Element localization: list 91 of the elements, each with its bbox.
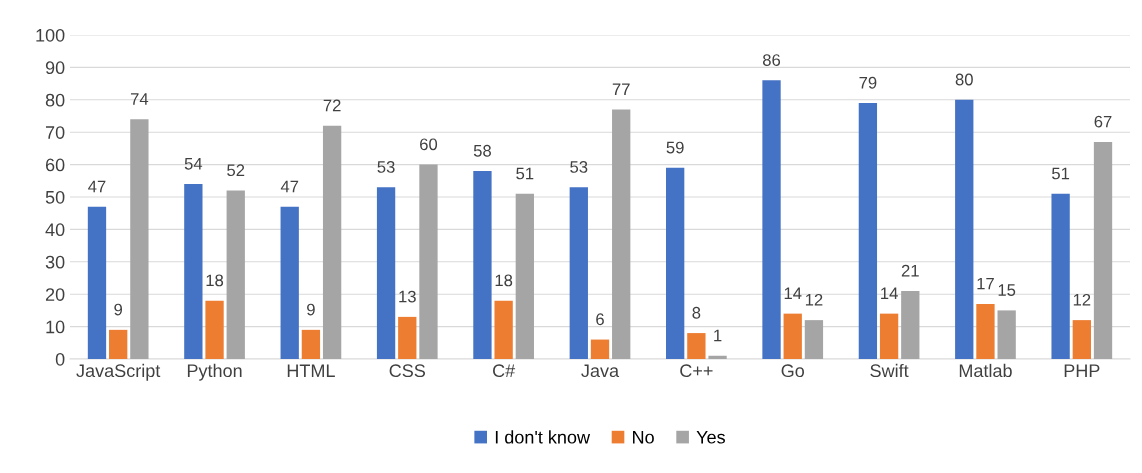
y-tick-label: 80 <box>45 93 65 107</box>
data-label: 15 <box>998 284 1016 296</box>
x-tick-label: C++ <box>680 364 713 378</box>
x-tick-label: C# <box>493 364 516 378</box>
legend-label: Yes <box>696 430 725 444</box>
bar <box>473 171 492 359</box>
bar <box>762 80 781 359</box>
data-label: 53 <box>377 161 395 173</box>
y-tick-label: 40 <box>45 223 65 237</box>
data-label: 13 <box>399 290 416 303</box>
bar <box>376 187 396 359</box>
bar <box>280 206 299 359</box>
data-label: 51 <box>1052 167 1070 180</box>
data-label: 72 <box>323 99 341 112</box>
legend-label: No <box>633 430 654 444</box>
bar <box>858 103 878 359</box>
y-tick-label: 90 <box>45 61 65 75</box>
bar <box>687 333 706 359</box>
data-label: 14 <box>881 287 898 300</box>
bar <box>612 109 631 359</box>
data-label: 74 <box>130 93 149 105</box>
bar <box>976 303 995 359</box>
data-label: 86 <box>762 54 781 66</box>
data-label: 9 <box>114 303 123 316</box>
y-tick-label: 50 <box>45 190 65 204</box>
data-label: 8 <box>692 306 701 319</box>
data-label: 60 <box>420 138 438 151</box>
bar <box>569 187 588 359</box>
legend-label: I don't know <box>495 430 591 444</box>
bar <box>804 320 824 359</box>
data-label: 67 <box>1094 115 1112 128</box>
data-label: 58 <box>473 144 491 157</box>
data-label: 12 <box>805 293 823 306</box>
y-tick-label: 0 <box>55 352 65 366</box>
data-label: 47 <box>280 180 299 193</box>
x-tick-label: Matlab <box>959 363 1012 378</box>
data-label: 53 <box>570 161 588 173</box>
data-label: 54 <box>184 158 203 170</box>
y-tick-label: 60 <box>45 158 65 172</box>
bar <box>879 313 899 359</box>
y-tick-label: 10 <box>46 320 65 334</box>
data-label: 14 <box>784 287 802 300</box>
data-label: 52 <box>227 164 245 177</box>
bar <box>184 184 203 359</box>
data-label: 17 <box>977 277 994 290</box>
x-tick-label: PHP <box>1064 364 1100 377</box>
data-label: 21 <box>901 264 919 277</box>
y-tick-label: 100 <box>36 28 65 42</box>
bar <box>955 99 974 359</box>
data-label: 1 <box>714 329 722 342</box>
x-tick-label: Swift <box>870 363 909 378</box>
bar <box>419 164 438 359</box>
data-label: 18 <box>206 274 224 287</box>
bar <box>708 355 727 359</box>
bar <box>301 329 321 359</box>
bar <box>1093 141 1113 359</box>
bar <box>494 300 513 359</box>
data-label: 18 <box>495 274 513 287</box>
bar <box>590 339 610 359</box>
x-tick-label: Go <box>781 364 805 378</box>
y-tick-label: 20 <box>45 288 65 301</box>
bar <box>515 193 534 359</box>
y-tick-label: 70 <box>45 126 65 139</box>
data-label: 12 <box>1073 293 1091 306</box>
data-label: 51 <box>516 167 534 180</box>
x-tick-label: Java <box>581 364 620 378</box>
bar <box>666 167 685 359</box>
x-tick-label: HTML <box>287 364 335 377</box>
data-label: 9 <box>307 303 315 316</box>
bar <box>1051 193 1070 359</box>
data-label: 80 <box>955 73 973 86</box>
bar <box>783 313 802 359</box>
bar <box>997 310 1016 359</box>
data-label: 79 <box>859 76 877 89</box>
x-tick-label: JavaScript <box>76 363 161 381</box>
data-label: 47 <box>88 180 106 193</box>
bar <box>87 206 107 359</box>
bar <box>322 125 342 359</box>
data-label: 77 <box>612 83 630 95</box>
x-tick-label: Python <box>187 363 242 381</box>
data-label: 6 <box>596 313 604 326</box>
bar <box>130 119 149 359</box>
data-label: 59 <box>666 141 684 154</box>
bar <box>109 329 128 359</box>
bar <box>398 316 417 359</box>
bar <box>901 290 920 359</box>
bar <box>205 300 224 359</box>
bar <box>226 190 245 359</box>
x-tick-label: CSS <box>389 364 426 378</box>
y-tick-label: 30 <box>45 255 65 269</box>
bar <box>1072 320 1091 359</box>
